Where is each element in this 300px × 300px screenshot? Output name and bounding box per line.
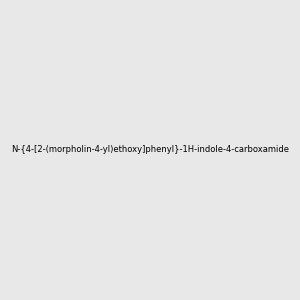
Text: N-{4-[2-(morpholin-4-yl)ethoxy]phenyl}-1H-indole-4-carboxamide: N-{4-[2-(morpholin-4-yl)ethoxy]phenyl}-1… — [11, 146, 289, 154]
